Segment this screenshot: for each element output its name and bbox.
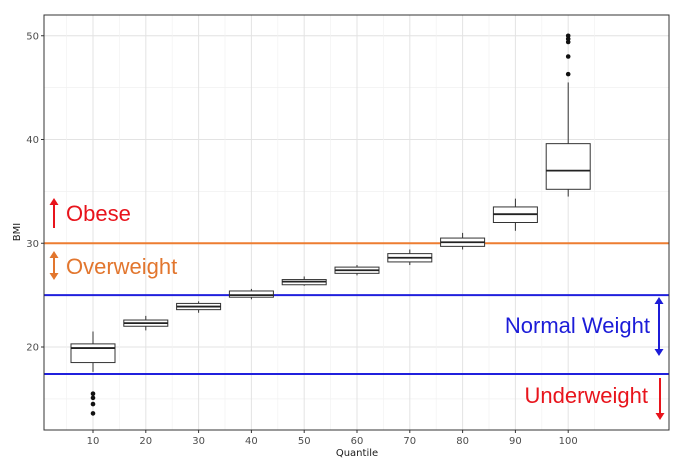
outlier-point — [90, 411, 96, 416]
boxes — [70, 33, 591, 416]
arrowhead — [49, 198, 59, 205]
annotation-3: Underweight — [524, 378, 665, 420]
x-tick-label: 40 — [245, 436, 258, 447]
annotation-2: Normal Weight — [505, 297, 664, 356]
x-tick-label: 30 — [192, 436, 205, 447]
box-80 — [440, 232, 486, 250]
y-tick-label: 40 — [26, 135, 39, 146]
annotation-label: Obese — [66, 201, 131, 226]
box-100 — [545, 33, 591, 197]
x-tick-label: 20 — [139, 436, 152, 447]
y-tick-label: 20 — [26, 343, 39, 354]
x-tick-label: 10 — [87, 436, 100, 447]
annotation-0: Obese — [49, 198, 131, 228]
x-tick-label: 90 — [509, 436, 522, 447]
box-body — [228, 290, 274, 298]
outlier-point — [565, 54, 571, 59]
box-90 — [492, 198, 538, 231]
annotation-label: Normal Weight — [505, 313, 650, 338]
y-tick-label: 50 — [26, 31, 39, 42]
box-body — [70, 343, 116, 364]
x-axis-title: Quantile — [336, 448, 378, 459]
x-tick-label: 60 — [351, 436, 364, 447]
box-10 — [70, 331, 116, 416]
outlier-point — [565, 71, 571, 77]
y-tick-label: 30 — [26, 239, 39, 250]
box-30 — [176, 301, 222, 313]
box-50 — [281, 276, 327, 286]
box-20 — [123, 315, 169, 331]
x-tick-label: 80 — [456, 436, 469, 447]
box-body — [545, 143, 591, 190]
annotation-label: Underweight — [524, 383, 648, 408]
x-tick-label: 50 — [298, 436, 311, 447]
arrowhead — [49, 251, 59, 258]
annotation-1: Overweight — [49, 251, 177, 280]
annotation-label: Overweight — [66, 254, 177, 279]
y-axis-title: BMI — [12, 223, 23, 241]
box-40 — [228, 288, 274, 300]
outlier-point — [565, 33, 571, 39]
arrowhead — [654, 349, 664, 356]
axes: 20 30 40 50 10 20 30 40 50 60 70 80 90 100 — [26, 31, 577, 447]
x-tick-label: 100 — [559, 436, 578, 447]
arrowhead — [654, 297, 664, 304]
outlier-point — [90, 395, 96, 401]
reference-lines — [44, 242, 669, 375]
arrowhead — [655, 413, 665, 420]
x-tick-label: 70 — [403, 436, 416, 447]
box-60 — [334, 265, 380, 276]
outlier-point — [90, 401, 96, 407]
annotations: Obese Overweight Normal Weight Underweight — [49, 198, 665, 420]
arrowhead — [49, 273, 59, 280]
box-70 — [387, 249, 433, 266]
outlier-point — [90, 391, 96, 396]
